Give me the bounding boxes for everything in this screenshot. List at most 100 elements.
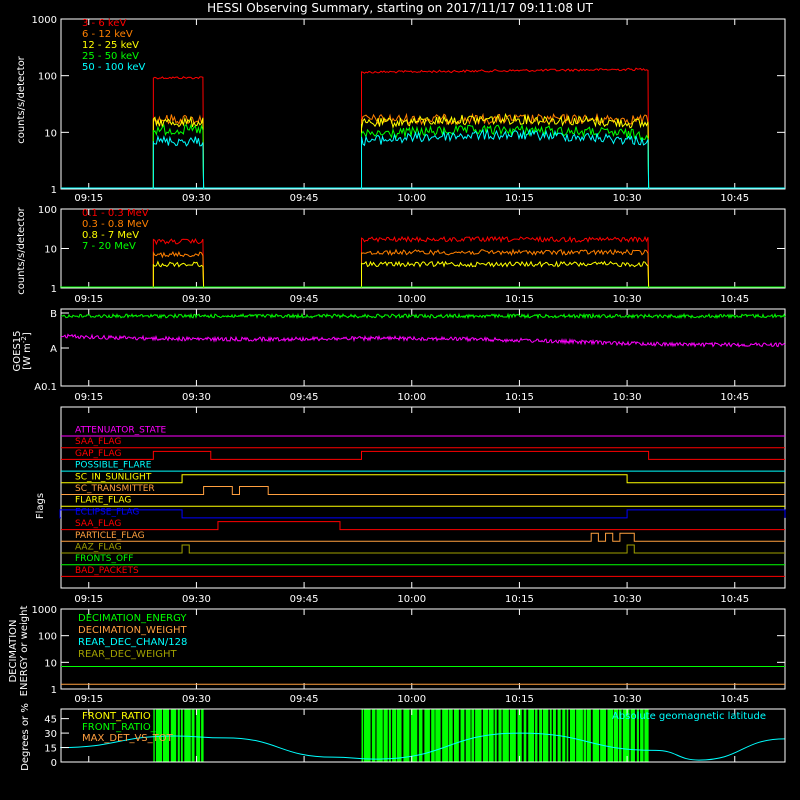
flag-label: SAA_FLAG [75,437,121,447]
y-tick-label: 10 [44,128,57,139]
series-line [361,128,650,190]
flag-label: AAZ_FLAG [75,543,122,553]
y-tick-label: A0.1 [34,382,57,393]
flag-label: GAP_FLAG [75,449,121,459]
flag-line [61,521,785,531]
x-tick-label: 10:00 [397,594,426,605]
series-line [152,76,205,190]
series-line [360,67,650,190]
x-tick-label: 09:45 [290,193,319,204]
legend-entry: 50 - 100 keV [82,62,146,73]
y-tick-label: A [50,344,57,355]
flag-line [61,486,785,495]
x-tick-label: 10:15 [505,193,534,204]
x-tick-label: 09:45 [290,294,319,305]
x-tick-label: 09:45 [290,694,319,705]
flag-lines [59,435,786,577]
goes-name-label: GOES15 [12,330,23,371]
goes-short-line [60,333,786,348]
series-line [360,235,650,289]
y-tick-label: 100 [38,72,57,83]
legend-entry: DECIMATION_ENERGY [78,613,187,624]
flag-label: SC_TRANSMITTER [75,484,155,494]
series-line [152,134,205,190]
flag-label: ECLIPSE_FLAG [75,507,139,517]
ratio-series [60,709,786,762]
series-line [152,123,205,190]
goes-units-sup: -2 [20,336,28,343]
legend-entry: 0.8 - 7 MeV [82,230,139,241]
decimation-panel-frame [60,608,786,690]
decimation-axis-label-1: DECIMATION [8,619,19,682]
y-tick-label: 45 [44,715,57,726]
decimation-lines [61,665,785,685]
legend-entry: 0.1 - 0.3 MeV [82,208,149,219]
y-tick-label: 1 [51,185,57,196]
x-tick-label: 10:15 [505,694,534,705]
x-tick-label: 10:00 [397,294,426,305]
high-energy-series [60,235,785,289]
flag-label: ATTENUATOR_STATE [75,426,167,436]
ratio-burst [361,709,649,762]
y-tick-label: 100 [38,632,57,643]
x-tick-label: 10:00 [397,694,426,705]
counts-axis-label-2: counts/s/detector [16,206,27,294]
low-energy-series [61,67,785,190]
x-tick-label: 09:30 [182,193,211,204]
x-tick-label: 09:30 [182,594,211,605]
legend-entry: FRONT_RATIO_ ... [82,722,168,733]
geomagnetic-latitude-line [60,732,786,761]
goes-series [60,312,786,348]
high-energy-panel-frame [60,208,786,289]
goes-axis-label: GOES15 [W m-2] [12,330,33,371]
x-tick-label: 10:45 [720,594,749,605]
y-tick-label: 1000 [32,15,57,26]
x-tick-label: 10:45 [720,694,749,705]
x-tick-label: 09:30 [182,694,211,705]
flag-line [61,532,785,542]
legend-entry: REAR_DEC_CHAN/128 [78,637,187,648]
x-tick-label: 10:15 [505,294,534,305]
x-tick-label: 09:15 [74,294,103,305]
chart-title: HESSI Observing Summary, starting on 201… [207,1,593,15]
series-line [360,260,650,289]
flag-label: FLARE_FLAG [75,496,131,506]
goes-units-start: [W m [22,343,33,370]
x-tick-label: 10:30 [613,294,642,305]
x-tick-label: 09:30 [182,294,211,305]
x-tick-label: 10:15 [505,594,534,605]
x-tick-label: 09:45 [290,594,319,605]
legend-entry: 3 - 6 keV [82,18,126,29]
goes-long-line [60,312,786,320]
series-line [152,237,205,289]
flag-label: POSSIBLE_FLARE [75,461,152,471]
series-line [152,115,205,190]
legend-entry: 7 - 20 MeV [82,241,136,252]
decimation-axis-label-2: ENERGY or weight [19,606,30,697]
x-tick-label: 10:45 [720,392,749,403]
goes-units-label: [W m-2] [20,332,33,370]
low-energy-panel-frame [60,18,786,190]
x-tick-label: 10:00 [397,193,426,204]
ratio-axis-label: Degrees or % [20,703,31,771]
ratio-panel-frame [60,708,786,763]
goes-panel-frame [60,308,786,387]
x-tick-label: 10:00 [397,392,426,403]
series-line [152,114,205,190]
x-tick-label: 10:30 [613,193,642,204]
flag-label: FRONTS_OFF [75,554,133,564]
flag-label: SAA_FLAG [75,519,121,529]
plot-panels: 09:15 09:30 09:45 10:00 10:15 10:30 10:45 1 10 10… [32,15,786,769]
x-tick-label: 09:15 [74,594,103,605]
series-line [360,123,650,190]
goes-units-end: ] [22,332,33,336]
legend-entry: MAX_DET_VS_TOT [82,733,174,744]
series-line [152,250,205,289]
flag-label: BAD_PACKETS [75,566,139,576]
legend-entry: 0.3 - 0.8 MeV [82,219,149,230]
legend-entry: 25 - 50 keV [82,51,139,62]
x-tick-label: 09:15 [74,193,103,204]
flag-label: PARTICLE_FLAG [75,531,145,541]
y-tick-label: 1000 [32,605,57,616]
x-tick-label: 10:30 [613,594,642,605]
